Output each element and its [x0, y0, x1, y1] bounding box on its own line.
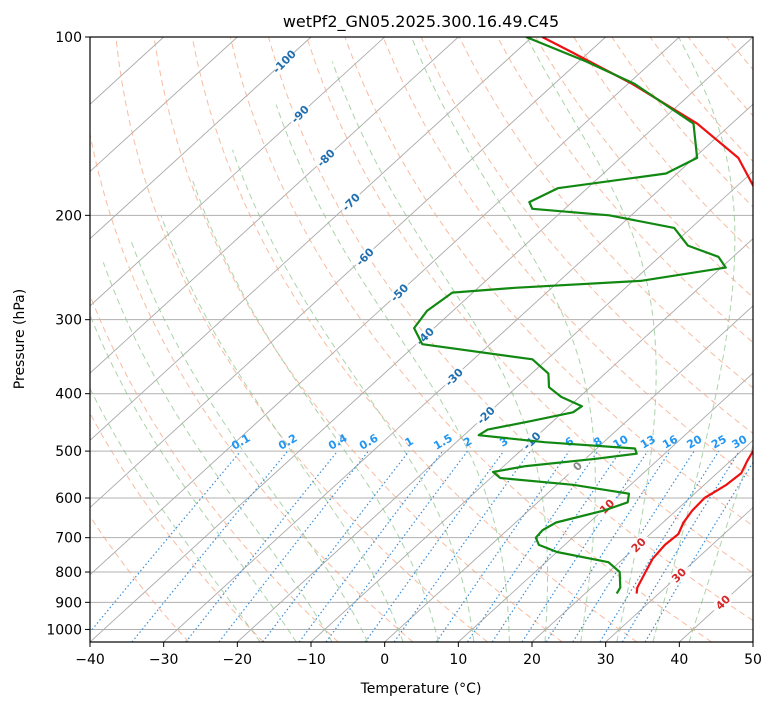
- isotherm-label-bg: [287, 101, 313, 127]
- isotherm-line: [237, 170, 753, 642]
- mixing-ratio-line: [572, 450, 695, 642]
- isotherm-line: [90, 37, 312, 240]
- x-tick-label: −30: [149, 652, 179, 668]
- x-tick-label: 20: [523, 652, 541, 668]
- isotherm-line: [310, 238, 753, 642]
- mixing-ratio-line: [435, 450, 570, 642]
- isotherm-label-bg: [473, 402, 499, 429]
- moist-adiabat-line: [411, 37, 596, 642]
- mixing-ratio-line: [393, 450, 531, 642]
- isotherm-label-bg: [412, 323, 438, 350]
- isotherm-line: [90, 37, 533, 441]
- isotherm-label-bg: [710, 589, 736, 616]
- x-tick-label: −40: [75, 652, 105, 668]
- axes: −40 −30 −20 −10 0 10 20 30 40 50 1000 900 800 700 600 5…: [46, 30, 762, 668]
- isotherm-label-bg: [313, 145, 339, 171]
- moist-adiabat-line: [331, 61, 548, 642]
- dry-adiabat-line: [382, 37, 753, 481]
- dry-adiabat-line: [306, 37, 753, 574]
- mixing-ratio-line: [131, 450, 289, 642]
- mixing-ratio-line: [466, 450, 599, 642]
- isotherm-label-bg: [338, 189, 364, 215]
- moist-adiabat-line: [90, 387, 261, 642]
- mixing-ratio-line: [262, 450, 410, 642]
- x-tick-label: −10: [296, 652, 326, 668]
- mixing-ratio-line: [521, 450, 649, 642]
- mixing-ratio-label: 36: [750, 432, 770, 451]
- isotherm-line: [90, 37, 238, 173]
- isotherm-label-bg: [441, 364, 467, 390]
- background-lines: [90, 37, 753, 642]
- dry-adiabat-line: [90, 412, 264, 642]
- isotherm-line: [90, 37, 680, 576]
- dry-adiabat-line: [268, 37, 753, 622]
- mixing-ratio-line: [491, 450, 621, 642]
- isotherm-label-bg: [594, 493, 620, 520]
- y-tick-label: 200: [55, 208, 82, 224]
- isotherm-label-bg: [625, 532, 652, 558]
- moist-adiabat-line: [232, 149, 475, 642]
- moist-adiabat-line: [275, 104, 510, 642]
- moist-adiabat-line: [688, 443, 753, 642]
- isotherm-line: [163, 103, 753, 642]
- moist-adiabat-line: [90, 313, 297, 642]
- dewpoint-trace: [413, 37, 727, 595]
- mixing-ratio-line: [325, 450, 468, 642]
- y-tick-label: 100: [55, 30, 82, 46]
- isotherm-label-bg: [352, 244, 378, 270]
- isotherm-label-bg: [386, 279, 413, 306]
- plot-frame: [89, 36, 754, 643]
- x-tick-label: 0: [380, 652, 389, 668]
- x-tick-label: 30: [597, 652, 615, 668]
- moist-adiabat-line: [192, 180, 439, 642]
- y-tick-label: 600: [55, 491, 82, 507]
- dry-adiabat-line: [496, 37, 753, 344]
- dry-adiabat-line: [115, 37, 488, 642]
- x-axis-label: Temperature (°C): [360, 681, 482, 697]
- temperature-trace: [541, 37, 753, 594]
- y-tick-label: 1000: [46, 622, 82, 638]
- y-tick-label: 500: [55, 444, 82, 460]
- y-tick-label: 700: [55, 531, 82, 547]
- mixing-ratio-line: [545, 450, 671, 642]
- isotherm-line: [90, 37, 385, 307]
- mixing-ratio-line: [90, 450, 242, 633]
- x-tick-label: 50: [744, 652, 762, 668]
- isotherm-line: [458, 372, 753, 642]
- chart-title: wetPf2_GN05.2025.300.16.49.C45: [283, 12, 559, 32]
- isotherm-line: [90, 37, 459, 374]
- isotherm-line: [384, 305, 753, 642]
- dry-adiabat-line: [90, 131, 414, 642]
- moist-adiabat-line: [652, 37, 736, 642]
- dry-adiabat-line: [535, 37, 753, 298]
- y-tick-label: 800: [55, 565, 82, 581]
- dry-adiabat-line: [229, 37, 712, 642]
- dry-adiabat-line: [344, 37, 753, 527]
- isotherm-line: [90, 37, 606, 509]
- moist-adiabat-line: [160, 215, 404, 642]
- mixing-ratio-line: [364, 450, 505, 642]
- x-tick-label: 10: [449, 652, 467, 668]
- x-tick-label: −20: [223, 652, 253, 668]
- dry-adiabat-line: [191, 37, 638, 642]
- isotherm-label-bg: [666, 562, 692, 588]
- isotherm-label-bg: [271, 48, 297, 75]
- y-tick-label: 900: [55, 595, 82, 611]
- y-tick-label: 300: [55, 313, 82, 329]
- mixing-ratio-line: [298, 450, 444, 642]
- moist-adiabat-line: [102, 262, 333, 642]
- isotherm-line: [605, 506, 753, 642]
- sounding-traces: [413, 37, 753, 595]
- dry-adiabat-line: [153, 37, 563, 642]
- y-tick-label: 400: [55, 387, 82, 403]
- dry-adiabat-line: [90, 515, 190, 642]
- y-axis-label: Pressure (hPa): [12, 289, 28, 389]
- mixing-ratio-line: [185, 450, 339, 642]
- x-tick-label: 40: [670, 652, 688, 668]
